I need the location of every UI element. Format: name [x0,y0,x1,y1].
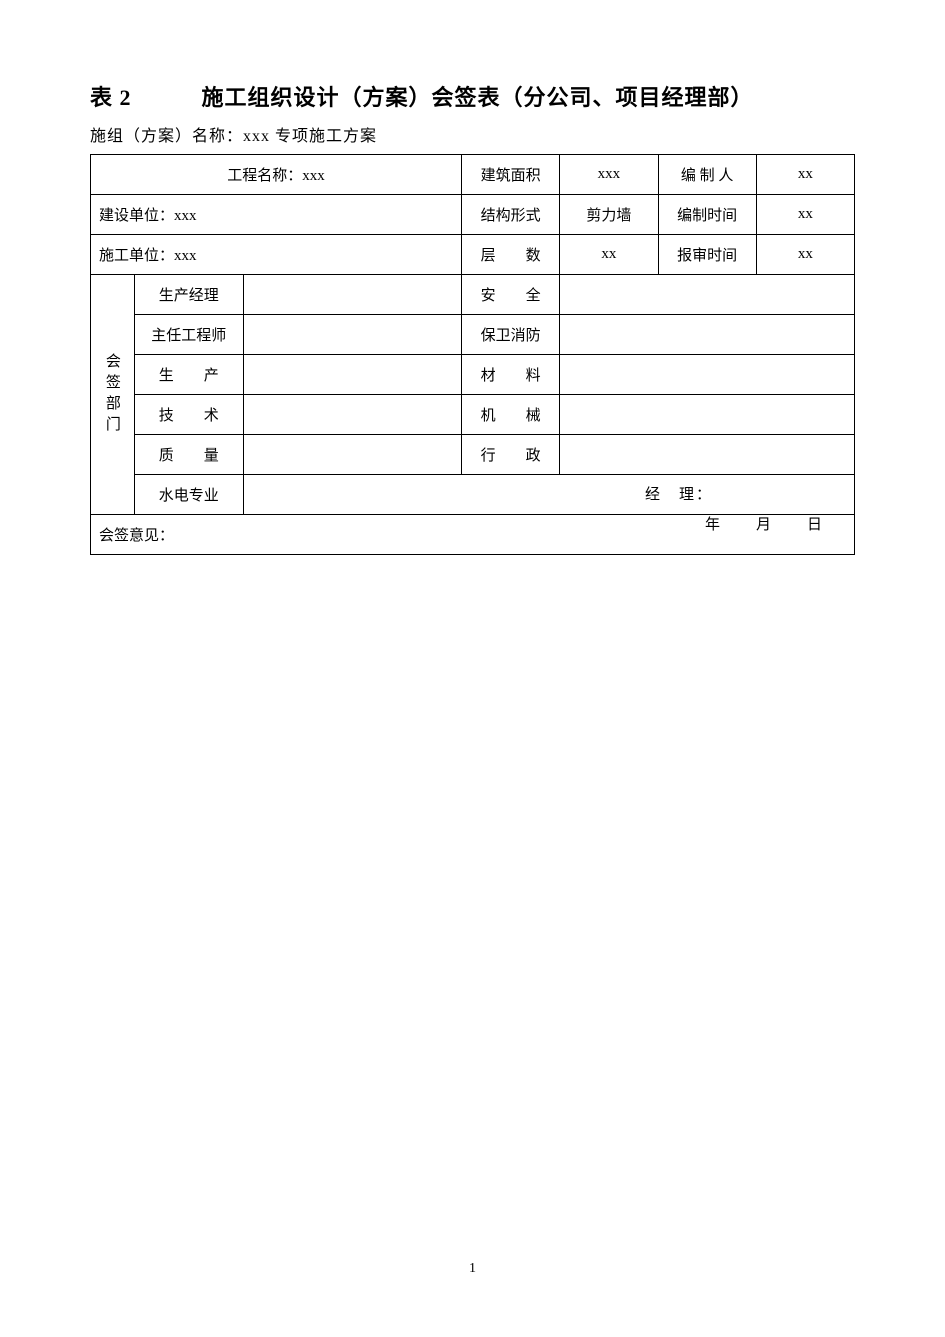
row-owner: 建设单位：xxx 结构形式 剪力墙 编制时间 xx [91,195,855,235]
manager-label: 经 理： [645,480,824,510]
role-left-3: 技 术 [134,395,243,435]
role-right-1: 保卫消防 [462,315,560,355]
role-right-2: 材 料 [462,355,560,395]
owner-value: xxx [174,208,197,224]
sig-right-2 [560,355,855,395]
sign-row-2: 主任工程师 保卫消防 [91,315,855,355]
cell-project-name: 工程名称：xxx [91,155,462,195]
building-area-label: 建筑面积 [462,155,560,195]
structure-label: 结构形式 [462,195,560,235]
sig-left-4 [243,435,461,475]
opinion-row: 会签意见： 经 理： 年 月 日 [91,515,855,555]
sig-left-3 [243,395,461,435]
role-left-5: 水电专业 [134,475,243,515]
compile-time-value: xx [756,195,854,235]
project-name-value: xxx [302,168,325,184]
sig-right-3 [560,395,855,435]
sign-row-3: 生 产 材 料 [91,355,855,395]
main-title: 施工组织设计（方案）会签表（分公司、项目经理部） [202,80,754,112]
submit-time-value: xx [756,235,854,275]
sig-left-0 [243,275,461,315]
role-right-0: 安 全 [462,275,560,315]
compiler-value: xx [756,155,854,195]
subtitle: 施组（方案）名称：xxx 专项施工方案 [90,122,855,146]
contractor-value: xxx [174,248,197,264]
cell-contractor: 施工单位：xxx [91,235,462,275]
title-row: 表 2 施工组织设计（方案）会签表（分公司、项目经理部） [90,80,855,112]
sig-right-1 [560,315,855,355]
subtitle-label: 施组（方案）名称： [90,128,243,145]
role-right-4: 行 政 [462,435,560,475]
row-project-name: 工程名称：xxx 建筑面积 xxx 编 制 人 xx [91,155,855,195]
table-number: 表 2 [90,80,132,112]
sig-left-2 [243,355,461,395]
cell-owner: 建设单位：xxx [91,195,462,235]
role-left-2: 生 产 [134,355,243,395]
page-number: 1 [0,1261,945,1277]
compiler-label: 编 制 人 [658,155,756,195]
date-line: 年 月 日 [645,510,824,540]
structure-value: 剪力墙 [560,195,658,235]
role-left-1: 主任工程师 [134,315,243,355]
submit-time-label: 报审时间 [658,235,756,275]
opinion-cell: 会签意见： 经 理： 年 月 日 [91,515,855,555]
floors-value: xx [560,235,658,275]
subtitle-value: xxx 专项施工方案 [243,128,377,145]
floors-label: 层 数 [462,235,560,275]
role-left-0: 生产经理 [134,275,243,315]
owner-label: 建设单位： [99,208,174,224]
countersign-table: 工程名称：xxx 建筑面积 xxx 编 制 人 xx 建设单位：xxx 结构形式… [90,154,855,555]
sign-row-1: 会签部门 生产经理 安 全 [91,275,855,315]
sig-right-0 [560,275,855,315]
role-right-3: 机 械 [462,395,560,435]
sign-row-5: 质 量 行 政 [91,435,855,475]
sig-left-1 [243,315,461,355]
contractor-label: 施工单位： [99,248,174,264]
building-area-value: xxx [560,155,658,195]
compile-time-label: 编制时间 [658,195,756,235]
row-contractor: 施工单位：xxx 层 数 xx 报审时间 xx [91,235,855,275]
signature-block: 经 理： 年 月 日 [645,480,824,540]
project-name-label: 工程名称： [227,168,302,184]
sign-section-label: 会签部门 [91,275,135,515]
sig-right-4 [560,435,855,475]
role-left-4: 质 量 [134,435,243,475]
sign-row-4: 技 术 机 械 [91,395,855,435]
